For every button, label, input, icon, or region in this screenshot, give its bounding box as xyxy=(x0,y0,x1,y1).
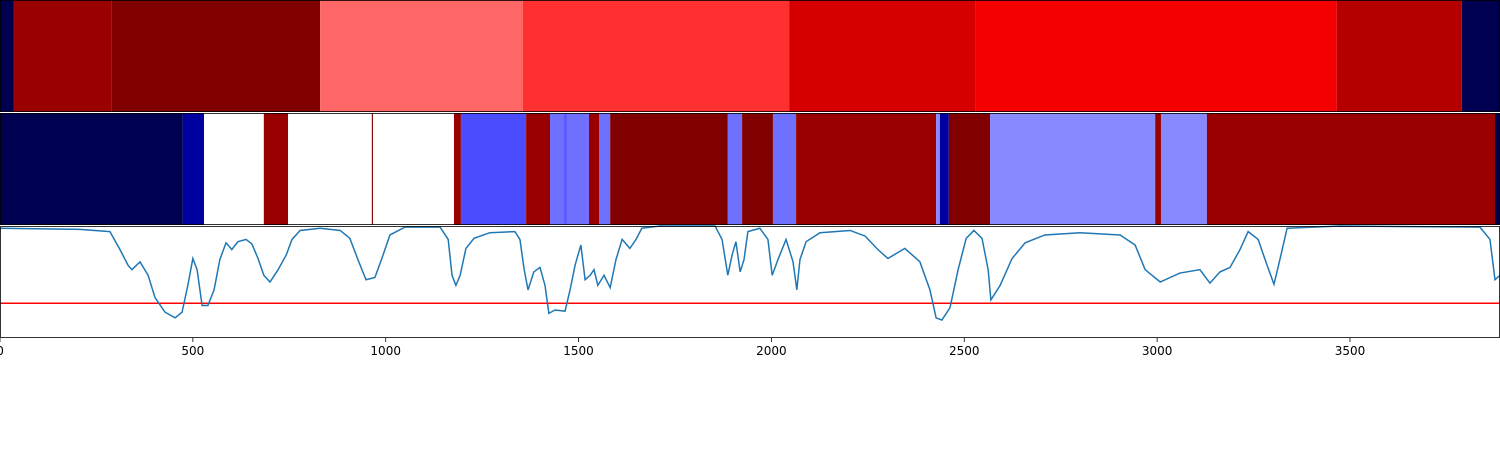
segment xyxy=(263,113,289,225)
segment xyxy=(727,113,743,225)
segment xyxy=(789,0,976,112)
segment xyxy=(460,113,527,225)
segment xyxy=(948,113,991,225)
segment xyxy=(288,113,372,225)
segment xyxy=(975,0,1337,112)
segment xyxy=(610,113,728,225)
segment xyxy=(526,113,551,225)
segment xyxy=(523,0,790,112)
segment xyxy=(563,113,567,225)
segment xyxy=(550,113,564,225)
segment xyxy=(566,113,589,225)
segment xyxy=(111,0,321,112)
segment xyxy=(1206,113,1495,225)
x-tick-label: 1500 xyxy=(563,344,594,358)
segment xyxy=(742,113,773,225)
segment xyxy=(588,113,599,225)
segment xyxy=(182,113,205,225)
segment xyxy=(796,113,937,225)
x-tick-label: 0 xyxy=(0,344,4,358)
x-tick-label: 2500 xyxy=(949,344,980,358)
x-tick-label: 3000 xyxy=(1142,344,1173,358)
data-line xyxy=(0,225,1500,321)
segment xyxy=(453,113,461,225)
segment xyxy=(1336,0,1462,112)
segment xyxy=(1461,0,1500,112)
segment xyxy=(772,113,797,225)
segment xyxy=(939,113,949,225)
segment xyxy=(1160,113,1207,225)
x-tick-label: 3500 xyxy=(1335,344,1366,358)
segment xyxy=(0,113,183,225)
x-tick-label: 1000 xyxy=(370,344,401,358)
segment xyxy=(1494,113,1500,225)
segment xyxy=(936,113,940,225)
segment xyxy=(0,0,14,112)
segment xyxy=(990,113,1156,225)
segment xyxy=(371,113,373,225)
segment xyxy=(320,0,524,112)
segment xyxy=(1155,113,1161,225)
segment xyxy=(598,113,611,225)
segment xyxy=(204,113,264,225)
x-tick-label: 500 xyxy=(181,344,204,358)
x-tick-label: 2000 xyxy=(756,344,787,358)
segment xyxy=(13,0,112,112)
segment xyxy=(372,113,454,225)
